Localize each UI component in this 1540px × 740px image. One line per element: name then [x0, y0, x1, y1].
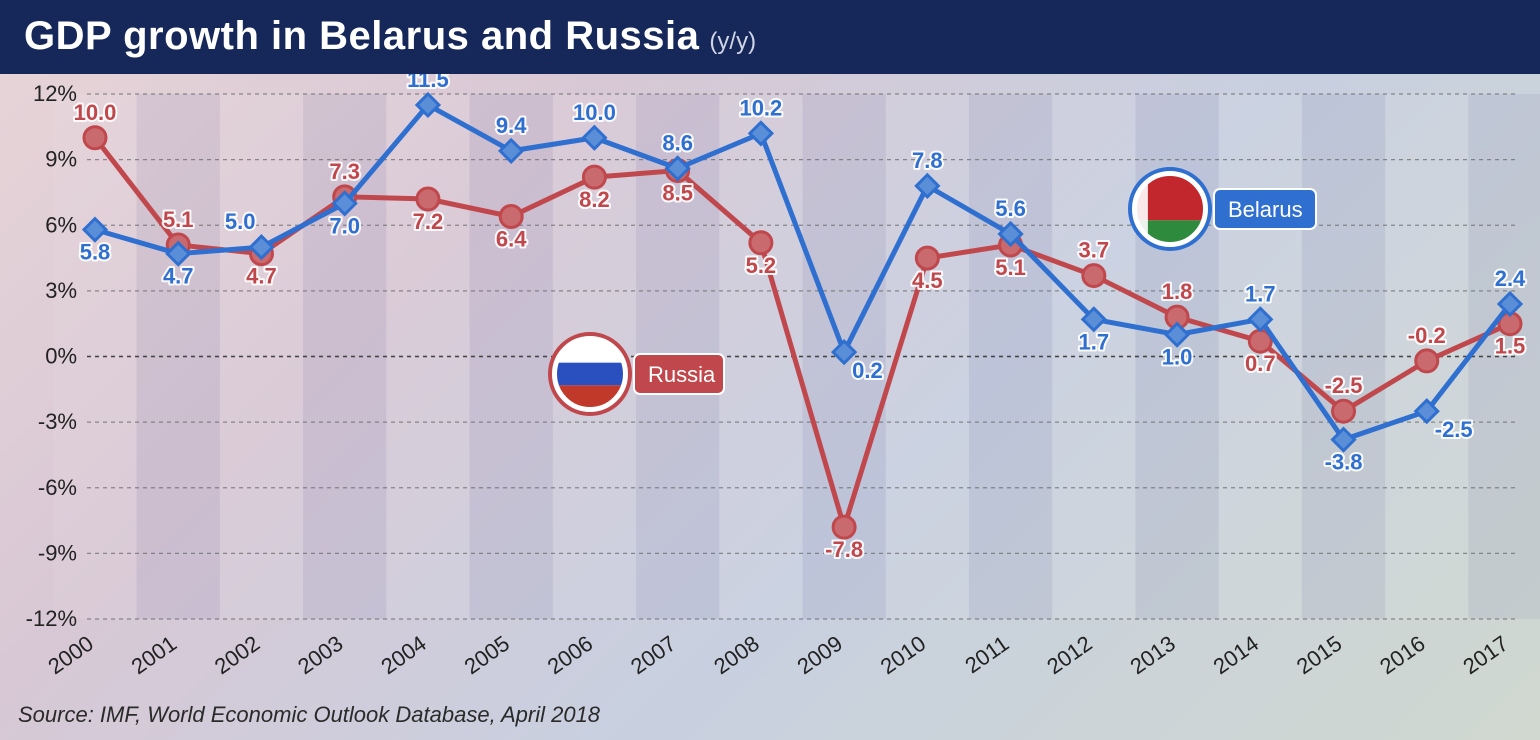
svg-text:0.2: 0.2: [852, 358, 883, 383]
svg-text:7.3: 7.3: [329, 159, 360, 184]
svg-text:5.1: 5.1: [163, 207, 194, 232]
svg-text:2008: 2008: [709, 631, 763, 680]
svg-text:2.4: 2.4: [1495, 266, 1526, 291]
chart-subtitle: (y/y): [709, 28, 756, 56]
svg-text:5.1: 5.1: [995, 255, 1026, 280]
svg-text:-2.5: -2.5: [1325, 373, 1363, 398]
svg-text:3.7: 3.7: [1079, 238, 1110, 263]
svg-text:2016: 2016: [1375, 631, 1429, 680]
svg-text:-3.8: -3.8: [1325, 450, 1363, 475]
svg-text:-9%: -9%: [38, 540, 77, 565]
svg-text:-6%: -6%: [38, 475, 77, 500]
svg-text:1.0: 1.0: [1162, 345, 1193, 370]
svg-text:Russia: Russia: [648, 362, 716, 387]
svg-text:4.5: 4.5: [912, 268, 943, 293]
svg-text:2017: 2017: [1458, 631, 1512, 680]
svg-text:-7.8: -7.8: [825, 537, 863, 562]
svg-text:Belarus: Belarus: [1228, 197, 1303, 222]
svg-text:4.7: 4.7: [246, 264, 277, 289]
svg-text:2014: 2014: [1209, 631, 1263, 680]
svg-text:-2.5: -2.5: [1435, 417, 1473, 442]
svg-text:1.5: 1.5: [1495, 334, 1526, 359]
svg-text:2010: 2010: [876, 631, 930, 680]
svg-text:2004: 2004: [376, 631, 430, 680]
svg-text:10.0: 10.0: [573, 100, 616, 125]
svg-text:0%: 0%: [45, 344, 77, 369]
svg-text:11.5: 11.5: [407, 74, 449, 92]
svg-text:0.7: 0.7: [1245, 351, 1276, 376]
svg-text:2002: 2002: [210, 631, 264, 680]
svg-text:1.8: 1.8: [1162, 279, 1193, 304]
svg-text:2009: 2009: [793, 631, 847, 680]
svg-text:4.7: 4.7: [163, 264, 194, 289]
svg-text:7.8: 7.8: [912, 148, 943, 173]
svg-text:5.2: 5.2: [746, 253, 777, 278]
svg-text:2006: 2006: [543, 631, 597, 680]
svg-text:12%: 12%: [33, 81, 77, 106]
svg-text:1.7: 1.7: [1245, 281, 1276, 306]
chart-source: Source: IMF, World Economic Outlook Data…: [18, 702, 600, 728]
svg-text:1.7: 1.7: [1079, 329, 1110, 354]
svg-text:8.2: 8.2: [579, 187, 610, 212]
svg-text:8.6: 8.6: [662, 130, 693, 155]
svg-text:6%: 6%: [45, 212, 77, 237]
svg-text:2007: 2007: [626, 631, 680, 680]
svg-text:3%: 3%: [45, 278, 77, 303]
svg-text:-3%: -3%: [38, 409, 77, 434]
svg-text:2001: 2001: [127, 631, 181, 680]
svg-text:2013: 2013: [1125, 631, 1179, 680]
svg-text:5.6: 5.6: [995, 196, 1026, 221]
svg-text:2012: 2012: [1042, 631, 1096, 680]
svg-text:6.4: 6.4: [496, 227, 527, 252]
svg-text:8.5: 8.5: [662, 181, 693, 206]
svg-text:-12%: -12%: [26, 606, 77, 631]
svg-text:10.0: 10.0: [74, 100, 117, 125]
svg-text:7.2: 7.2: [413, 209, 444, 234]
svg-text:9.4: 9.4: [496, 113, 527, 138]
svg-text:2015: 2015: [1292, 631, 1346, 680]
svg-text:2003: 2003: [293, 631, 347, 680]
svg-text:9%: 9%: [45, 147, 77, 172]
svg-text:2000: 2000: [43, 631, 97, 680]
svg-text:7.0: 7.0: [329, 213, 360, 238]
svg-text:2011: 2011: [960, 631, 1013, 679]
gdp-line-chart: -12% -9% -6% -3% 0% 3% 6% 9% 12% 2000 2001 2002 2003…: [0, 74, 1540, 694]
svg-text:5.0: 5.0: [225, 209, 256, 234]
svg-text:2005: 2005: [460, 631, 514, 680]
svg-text:10.2: 10.2: [739, 95, 782, 120]
chart-header: GDP growth in Belarus and Russia (y/y): [0, 0, 1540, 74]
svg-text:5.8: 5.8: [80, 240, 111, 265]
svg-text:-0.2: -0.2: [1408, 323, 1446, 348]
chart-title: GDP growth in Belarus and Russia: [24, 14, 699, 59]
